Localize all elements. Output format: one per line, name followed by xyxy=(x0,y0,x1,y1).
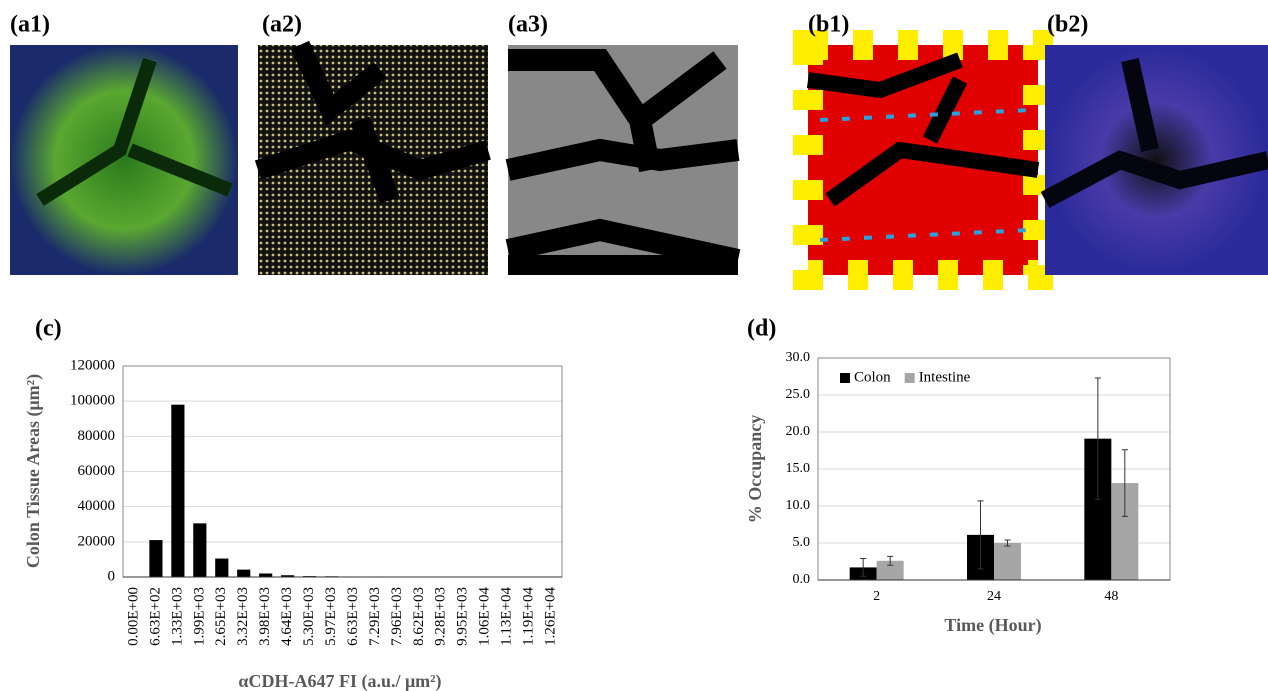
legend-swatch xyxy=(904,373,915,383)
x-tick-label: 1.26E+04 xyxy=(542,587,558,646)
image-a3 xyxy=(505,45,741,275)
panel-label: (a3) xyxy=(508,12,548,38)
y-tick-label: 60000 xyxy=(78,463,116,479)
x-tick-label: 9.28E+03 xyxy=(433,587,449,646)
y-tick-label: 120000 xyxy=(70,357,115,373)
x-tick-label: 9.95E+03 xyxy=(455,587,471,646)
x-axis-title: αCDH-A647 FI (a.u./ μm²) xyxy=(238,671,441,691)
legend-label: Intestine xyxy=(919,369,971,385)
error-bar xyxy=(1121,449,1128,517)
bar xyxy=(193,523,207,577)
error-bar xyxy=(887,555,894,566)
y-tick-label: 5.0 xyxy=(793,535,811,550)
image-a1 xyxy=(10,45,238,275)
x-tick-label: 3.32E+03 xyxy=(235,587,251,646)
image-b2 xyxy=(1040,45,1268,275)
legend-label: Colon xyxy=(854,369,891,385)
x-tick-label: 3.98E+03 xyxy=(257,587,273,646)
y-tick-label: 20000 xyxy=(78,533,116,549)
x-tick-label: 1.06E+04 xyxy=(477,587,493,646)
y-tick-label: 30.0 xyxy=(786,350,811,365)
x-tick-label: 1.13E+04 xyxy=(499,587,515,646)
panel-label: (b1) xyxy=(808,12,849,38)
panel-label: (d) xyxy=(747,316,776,342)
bar xyxy=(171,404,185,577)
x-tick-label: 48 xyxy=(1104,589,1118,604)
y-tick-label: 15.0 xyxy=(786,461,811,476)
bar xyxy=(237,569,251,577)
image-a2 xyxy=(254,40,491,275)
x-tick-label: 7.29E+03 xyxy=(367,587,383,646)
x-tick-label: 5.97E+03 xyxy=(323,587,339,646)
x-tick-label: 6.63E+02 xyxy=(147,587,163,646)
y-tick-label: 0.0 xyxy=(793,572,811,587)
y-tick-label: 20.0 xyxy=(786,424,811,439)
y-tick-label: 100000 xyxy=(70,393,115,409)
bar xyxy=(215,558,229,577)
panel-label: (a1) xyxy=(10,12,50,38)
x-tick-label: 24 xyxy=(987,589,1001,604)
x-tick-label: 6.63E+03 xyxy=(345,587,361,646)
y-axis-title: Colon Tissue Areas (μm²) xyxy=(23,374,44,568)
x-tick-label: 2.65E+03 xyxy=(213,587,229,646)
panel-label: (b2) xyxy=(1047,12,1088,38)
x-tick-label: 7.96E+03 xyxy=(389,587,405,646)
error-bar xyxy=(1094,377,1101,500)
bar xyxy=(281,575,295,577)
error-bar xyxy=(977,500,984,570)
y-tick-label: 10.0 xyxy=(786,498,811,513)
x-tick-label: 5.30E+03 xyxy=(301,587,317,646)
y-tick-label: 0 xyxy=(108,568,116,584)
error-bar xyxy=(860,558,867,577)
x-tick-label: 2 xyxy=(873,589,880,604)
panel-label: (a2) xyxy=(262,12,302,38)
bar xyxy=(259,573,273,577)
x-tick-label: 1.99E+03 xyxy=(191,587,207,646)
error-bar xyxy=(1004,539,1011,547)
x-tick-label: 0.00E+00 xyxy=(125,587,141,646)
x-tick-label: 1.33E+03 xyxy=(169,587,185,646)
y-axis-title: % Occupancy xyxy=(745,415,765,524)
x-tick-label: 1.19E+04 xyxy=(521,587,537,646)
y-tick-label: 25.0 xyxy=(786,387,811,402)
legend-swatch xyxy=(840,373,850,383)
bar xyxy=(149,540,163,577)
x-tick-label: 8.62E+03 xyxy=(411,587,427,646)
bar xyxy=(876,560,904,580)
x-axis-title: Time (Hour) xyxy=(944,615,1041,636)
y-tick-label: 80000 xyxy=(78,428,116,444)
image-b1 xyxy=(793,30,1053,290)
panel-label: (c) xyxy=(35,316,62,342)
bar xyxy=(994,543,1021,580)
y-tick-label: 40000 xyxy=(78,498,116,514)
x-tick-label: 4.64E+03 xyxy=(279,587,295,646)
